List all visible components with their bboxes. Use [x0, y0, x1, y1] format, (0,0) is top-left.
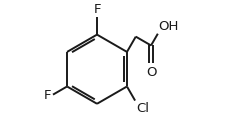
Text: F: F — [44, 89, 52, 102]
Text: OH: OH — [158, 20, 178, 33]
Text: Cl: Cl — [135, 102, 148, 115]
Text: O: O — [145, 66, 156, 79]
Text: F: F — [93, 3, 100, 16]
